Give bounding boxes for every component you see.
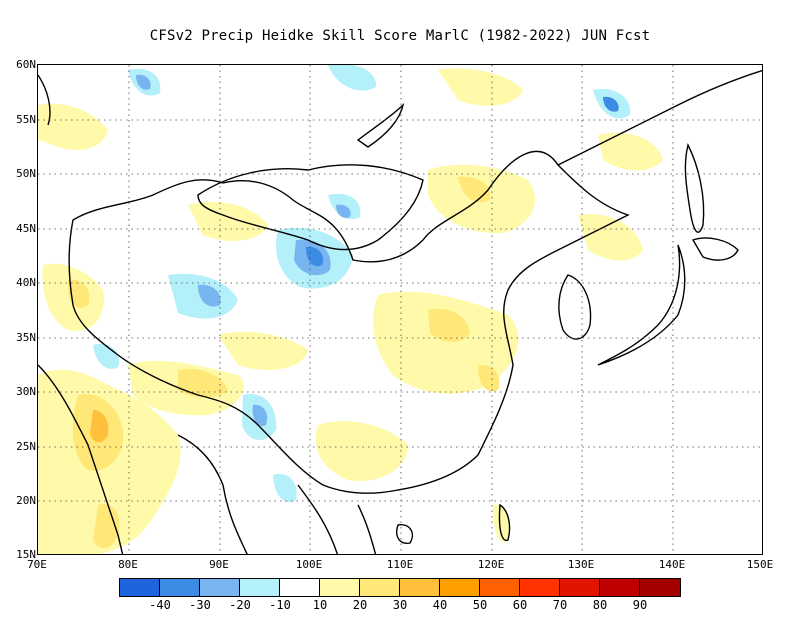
india-coast: [38, 364, 124, 554]
skill-blob-central-india: [93, 504, 120, 549]
skill-blob-yunnan: [273, 473, 297, 503]
colorbar-cell: [400, 579, 440, 596]
skill-blob-mongolia: [188, 201, 268, 241]
lon-label-150e: 150E: [746, 558, 774, 571]
skill-blob-tibet: [218, 331, 308, 370]
colorbar-label-m40: -40: [149, 598, 171, 612]
colorbar-cell: [360, 579, 400, 596]
lon-label-70e: 70E: [27, 558, 47, 571]
colorbar-cell: [240, 579, 280, 596]
lat-label-40n: 40N: [16, 276, 36, 289]
lon-label-140e: 140E: [658, 558, 686, 571]
map-panel: [37, 64, 763, 555]
lon-label-120e: 120E: [477, 558, 505, 571]
lat-label-50n: 50N: [16, 167, 36, 180]
lat-label-60n: 60N: [16, 58, 36, 71]
lat-label-20n: 20N: [16, 494, 36, 507]
lake-baikal: [356, 102, 405, 148]
lat-label-55n: 55N: [16, 113, 36, 126]
colorbar-label-90: 90: [632, 598, 648, 612]
colorbar-cell: [640, 579, 680, 596]
lat-label-15n: 15N: [16, 548, 36, 561]
colorbar-label-10: 10: [312, 598, 328, 612]
lon-label-90e: 90E: [209, 558, 229, 571]
skill-blob-pakistan-core: [67, 279, 90, 308]
japan-hokkaido: [691, 237, 739, 261]
taiwan: [498, 503, 511, 542]
colorbar-cell: [480, 579, 520, 596]
skill-blob-ne-russia-core: [603, 96, 619, 112]
lat-label-35n: 35N: [16, 331, 36, 344]
bay-of-bengal-coast: [177, 434, 248, 554]
japan-honshu: [597, 244, 686, 366]
korea: [558, 274, 592, 340]
colorbar-cell: [320, 579, 360, 596]
colorbar-cell: [200, 579, 240, 596]
colorbar-label-m20: -20: [229, 598, 251, 612]
negative-skill-areas: [93, 65, 631, 503]
mongolia-border: [197, 164, 424, 251]
colorbar-label-30: 30: [392, 598, 408, 612]
colorbar-cell: [560, 579, 600, 596]
sakhalin: [684, 142, 705, 233]
hainan: [396, 524, 414, 544]
lon-label-110e: 110E: [386, 558, 414, 571]
colorbar-label-50: 50: [472, 598, 488, 612]
russia-coast: [557, 69, 762, 166]
colorbar-cell: [120, 579, 160, 596]
lon-label-100e: 100E: [295, 558, 323, 571]
skill-blob-myanmar-core: [252, 404, 268, 426]
skill-blob-taiwan: [493, 504, 510, 542]
skill-blob-siberia-neg-core: [136, 74, 151, 90]
colorbar-label-m30: -30: [189, 598, 211, 612]
graticule: [38, 65, 762, 554]
skill-blob-e-china-core2: [478, 364, 500, 392]
lon-label-130e: 130E: [567, 558, 595, 571]
lat-label-45n: 45N: [16, 222, 36, 235]
caspian-edge: [38, 74, 51, 126]
colorbar-label-m10: -10: [269, 598, 291, 612]
colorbar-label-80: 80: [592, 598, 608, 612]
lon-label-80e: 80E: [118, 558, 138, 571]
colorbar-cell: [280, 579, 320, 596]
skill-blob-india-core2: [90, 410, 109, 443]
skill-blob-korea: [578, 214, 643, 261]
skill-blob-siberia: [438, 68, 523, 106]
indochina: [297, 484, 377, 554]
skill-blob-gobi-core2: [306, 246, 324, 267]
map-svg: [38, 65, 762, 554]
skill-blob-e-china-core: [428, 308, 470, 342]
colorbar-cell: [600, 579, 640, 596]
skill-blob-south-china: [315, 421, 408, 481]
skill-blob-mongolia-neg-core: [336, 204, 351, 218]
skill-blob-himalaya-core: [178, 368, 228, 398]
lat-label-30n: 30N: [16, 385, 36, 398]
skill-blob-far-east: [598, 132, 663, 171]
coastlines-borders: [38, 69, 762, 554]
skill-blob-west-india: [93, 343, 120, 369]
skill-blob-nw-china-core: [198, 284, 221, 307]
colorbar-cell: [520, 579, 560, 596]
positive-skill-areas: [38, 68, 663, 554]
skill-blob-baikal: [328, 65, 377, 91]
colorbar-label-40: 40: [432, 598, 448, 612]
colorbar: [119, 578, 681, 597]
lat-label-25n: 25N: [16, 440, 36, 453]
colorbar-label-60: 60: [512, 598, 528, 612]
chart-title: CFSv2 Precip Heidke Skill Score MarlC (1…: [149, 28, 651, 44]
colorbar-cell: [160, 579, 200, 596]
skill-blob-kazakh: [38, 103, 108, 150]
china-border: [68, 150, 630, 494]
colorbar-label-20: 20: [352, 598, 368, 612]
colorbar-label-70: 70: [552, 598, 568, 612]
colorbar-cell: [440, 579, 480, 596]
